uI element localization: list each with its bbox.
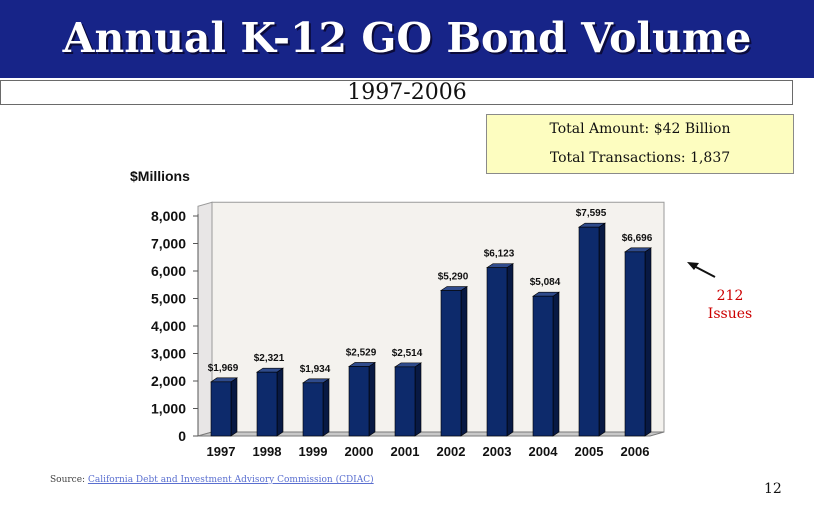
bar-side — [414, 362, 422, 437]
bar-side — [230, 377, 238, 437]
bar-side — [368, 361, 376, 437]
info-total-amount: Total Amount: $42 Billion — [549, 121, 731, 137]
data-label: $1,969 — [208, 363, 239, 374]
x-tick-label: 2006 — [621, 444, 650, 459]
data-label: $5,290 — [438, 272, 469, 283]
info-total-transactions: Total Transactions: 1,837 — [549, 150, 731, 166]
y-tick-label: 3,000 — [151, 346, 186, 362]
x-tick-label: 2000 — [345, 444, 374, 459]
source-note: Source: California Debt and Investment A… — [50, 475, 374, 485]
bar — [302, 382, 324, 437]
slide-subtitle: 1997-2006 — [347, 80, 467, 105]
bar-side — [276, 367, 284, 437]
source-link[interactable]: California Debt and Investment Advisory … — [87, 475, 374, 485]
data-label: $5,084 — [530, 277, 561, 288]
data-label: $2,529 — [346, 347, 377, 358]
source-prefix: Source: — [50, 475, 88, 485]
slide-title: Annual K-12 GO Bond Volume — [62, 14, 752, 62]
x-tick-label: 1997 — [207, 444, 236, 459]
data-label: $6,696 — [622, 233, 653, 244]
data-label: $7,595 — [576, 208, 607, 219]
data-label: $2,321 — [254, 353, 285, 364]
y-tick-label: 0 — [178, 428, 186, 444]
bar — [348, 366, 370, 437]
y-tick-label: 4,000 — [151, 318, 186, 334]
x-tick-label: 2002 — [437, 444, 466, 459]
y-tick-label: 6,000 — [151, 263, 186, 279]
data-label: $1,934 — [300, 364, 331, 375]
page-number: 12 — [764, 481, 782, 497]
y-tick-label: 1,000 — [151, 401, 186, 417]
bar — [486, 267, 508, 437]
issues-count: 212 — [716, 288, 744, 304]
x-tick-label: 1999 — [299, 444, 328, 459]
x-tick-label: 2003 — [483, 444, 512, 459]
y-tick-label: 2,000 — [151, 373, 186, 389]
x-tick-label: 2004 — [529, 444, 559, 459]
y-tick-label: 7,000 — [151, 236, 186, 252]
info-box: Total Amount: $42 Billion Total Transact… — [486, 114, 794, 174]
issues-label: Issues — [707, 306, 753, 322]
issues-annotation: 212 Issues — [690, 287, 770, 323]
plot-area: 0 1,000 2,000 3,000 4,000 5,000 6,000 7,000 8,00… — [151, 201, 665, 459]
bar — [394, 366, 416, 437]
bar-side — [552, 291, 560, 437]
bar-side — [644, 247, 652, 437]
y-axis-unit-label: $Millions — [130, 168, 190, 184]
data-label: $6,123 — [484, 249, 515, 260]
bar — [256, 371, 278, 437]
data-label: $2,514 — [392, 348, 423, 359]
bar-side — [460, 285, 468, 437]
bar — [440, 290, 462, 437]
bar — [578, 226, 600, 437]
bar — [210, 381, 232, 437]
side-wall — [197, 201, 213, 437]
y-tick-label: 8,000 — [151, 208, 186, 224]
x-tick-label: 2001 — [391, 444, 420, 459]
bar-side — [598, 222, 606, 437]
subtitle-box — [0, 80, 793, 105]
bar — [624, 251, 646, 437]
title-bar — [0, 0, 814, 78]
issues-arrow — [687, 262, 716, 278]
x-tick-label: 1998 — [253, 444, 282, 459]
bar-side — [322, 378, 330, 437]
bar-side — [506, 263, 514, 437]
y-tick-label: 5,000 — [151, 291, 186, 307]
bar — [532, 295, 554, 437]
x-tick-label: 2005 — [575, 444, 604, 459]
